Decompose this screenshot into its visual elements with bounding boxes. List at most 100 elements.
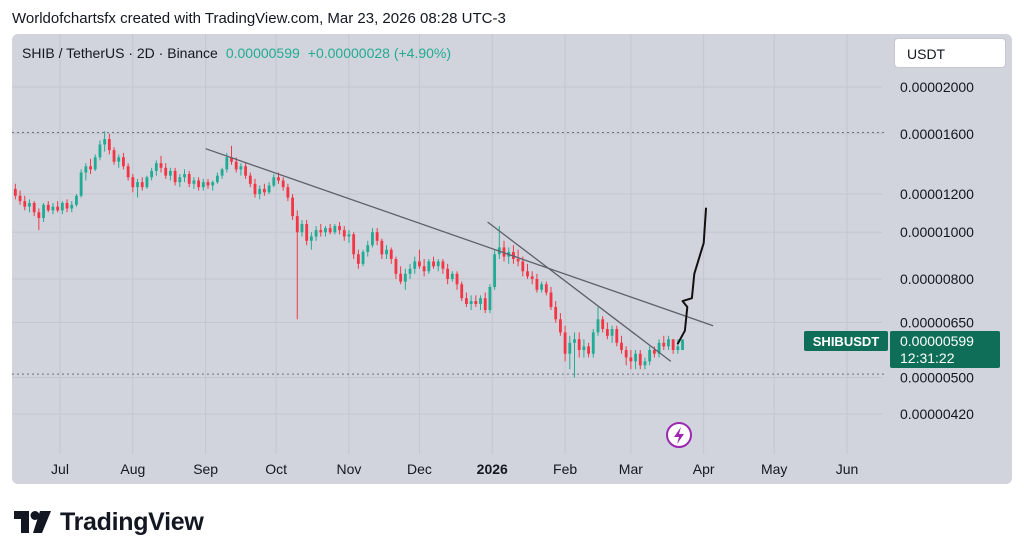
- candle-body: [587, 346, 590, 354]
- candle: [610, 325, 614, 343]
- candle: [281, 177, 285, 191]
- candle: [455, 271, 459, 290]
- candle: [624, 346, 628, 366]
- candle-body: [136, 182, 139, 188]
- candle-body: [37, 212, 41, 219]
- candle: [413, 256, 417, 274]
- candle-body: [493, 254, 497, 287]
- candle-body: [75, 195, 78, 205]
- candle: [324, 226, 327, 237]
- candle: [465, 292, 468, 307]
- candle-body: [380, 240, 384, 255]
- x-tick-label: Dec: [407, 461, 432, 477]
- candle-body: [173, 170, 177, 183]
- candle-body: [629, 357, 633, 362]
- chart-panel[interactable]: 0.00002000 0.00001600 0.00001200 0.00001000…: [12, 34, 1012, 484]
- candle: [253, 178, 257, 198]
- symbol-title: SHIB / TetherUS · 2D · Binance: [22, 45, 218, 61]
- y-tick-label: 0.00001200: [900, 186, 974, 202]
- x-tick-label: Apr: [693, 461, 715, 477]
- candle-body: [436, 261, 440, 267]
- last-price: 0.00000599: [225, 45, 300, 61]
- candle-body: [516, 259, 520, 262]
- candle: [300, 220, 304, 237]
- candle-body: [89, 166, 92, 170]
- candle: [28, 199, 31, 213]
- candle: [305, 220, 309, 246]
- candle-body: [46, 204, 50, 211]
- price-axis[interactable]: 0.00002000 0.00001600 0.00001200 0.00001000…: [900, 79, 974, 422]
- candle: [338, 222, 341, 235]
- candle-body: [671, 339, 675, 351]
- candle-body: [643, 361, 647, 366]
- candle-body: [502, 247, 506, 257]
- candle-body: [634, 353, 637, 362]
- y-tick-label: 0.00002000: [900, 79, 974, 95]
- symbol-tag-label: SHIBUSDT: [813, 334, 880, 349]
- time-axis[interactable]: Jul Aug Sep Oct Nov Dec 2026 Feb Mar Apr May Jun: [51, 461, 858, 477]
- candle-body: [98, 144, 102, 158]
- top-caption: Worldofchartsfx created with TradingView…: [12, 10, 506, 27]
- candle-body: [479, 298, 482, 304]
- trendlines: [205, 148, 714, 362]
- candle: [375, 228, 379, 246]
- candle: [389, 247, 393, 264]
- candle-body: [389, 249, 393, 260]
- candle-body: [70, 204, 74, 209]
- lightning-bolt-icon[interactable]: [666, 422, 692, 448]
- candle-body: [192, 180, 196, 184]
- candle: [197, 177, 201, 191]
- candle-body: [272, 177, 276, 186]
- candle: [342, 226, 346, 241]
- candle: [502, 240, 506, 262]
- candle: [220, 167, 224, 179]
- candle-body: [361, 251, 365, 264]
- grid: [12, 34, 882, 454]
- candle-body: [530, 276, 534, 279]
- candle-body: [291, 197, 294, 217]
- x-tick-label: Sep: [193, 461, 218, 477]
- candle-body: [328, 228, 332, 233]
- candle: [42, 202, 45, 223]
- candle: [488, 284, 492, 314]
- currency-button[interactable]: USDT: [894, 38, 1006, 68]
- candle-body: [244, 166, 248, 176]
- symbol-tag-bg: [804, 331, 888, 351]
- candle-body: [418, 261, 421, 267]
- candle: [107, 133, 111, 155]
- candle-body: [84, 166, 88, 173]
- candle-body: [460, 284, 464, 299]
- candle-body: [197, 180, 201, 188]
- candle-body: [676, 346, 680, 351]
- candle-body: [56, 206, 60, 211]
- x-tick-label: Jul: [51, 461, 69, 477]
- candle-body: [309, 236, 313, 241]
- candle: [526, 263, 529, 279]
- candle: [183, 169, 186, 183]
- candle-body: [159, 163, 163, 168]
- candle: [192, 177, 196, 189]
- candle-body: [638, 353, 642, 366]
- candle-body: [18, 195, 22, 202]
- price-change: +0.00000028 (+4.90%): [307, 45, 452, 61]
- candle-body: [399, 273, 403, 282]
- candle-body: [258, 188, 262, 195]
- candle: [356, 249, 360, 269]
- tradingview-logo[interactable]: TradingView: [14, 508, 204, 536]
- candle-body: [568, 342, 572, 354]
- candle: [295, 210, 299, 320]
- candle-body: [281, 180, 285, 188]
- candle: [51, 202, 55, 215]
- candle-body: [591, 332, 595, 354]
- candle: [629, 350, 633, 370]
- candle-body: [277, 177, 280, 181]
- candle: [333, 224, 337, 235]
- candle: [601, 316, 605, 333]
- candle-body: [375, 232, 379, 241]
- candle-body: [413, 261, 417, 269]
- price-tag-value: 0.00000599: [900, 333, 974, 349]
- candle-body: [51, 206, 55, 211]
- symbol-header[interactable]: SHIB / TetherUS · 2D · Binance 0.00000599…: [22, 45, 451, 61]
- candle: [131, 174, 135, 193]
- price-chart[interactable]: 0.00002000 0.00001600 0.00001200 0.00001000…: [12, 34, 1012, 484]
